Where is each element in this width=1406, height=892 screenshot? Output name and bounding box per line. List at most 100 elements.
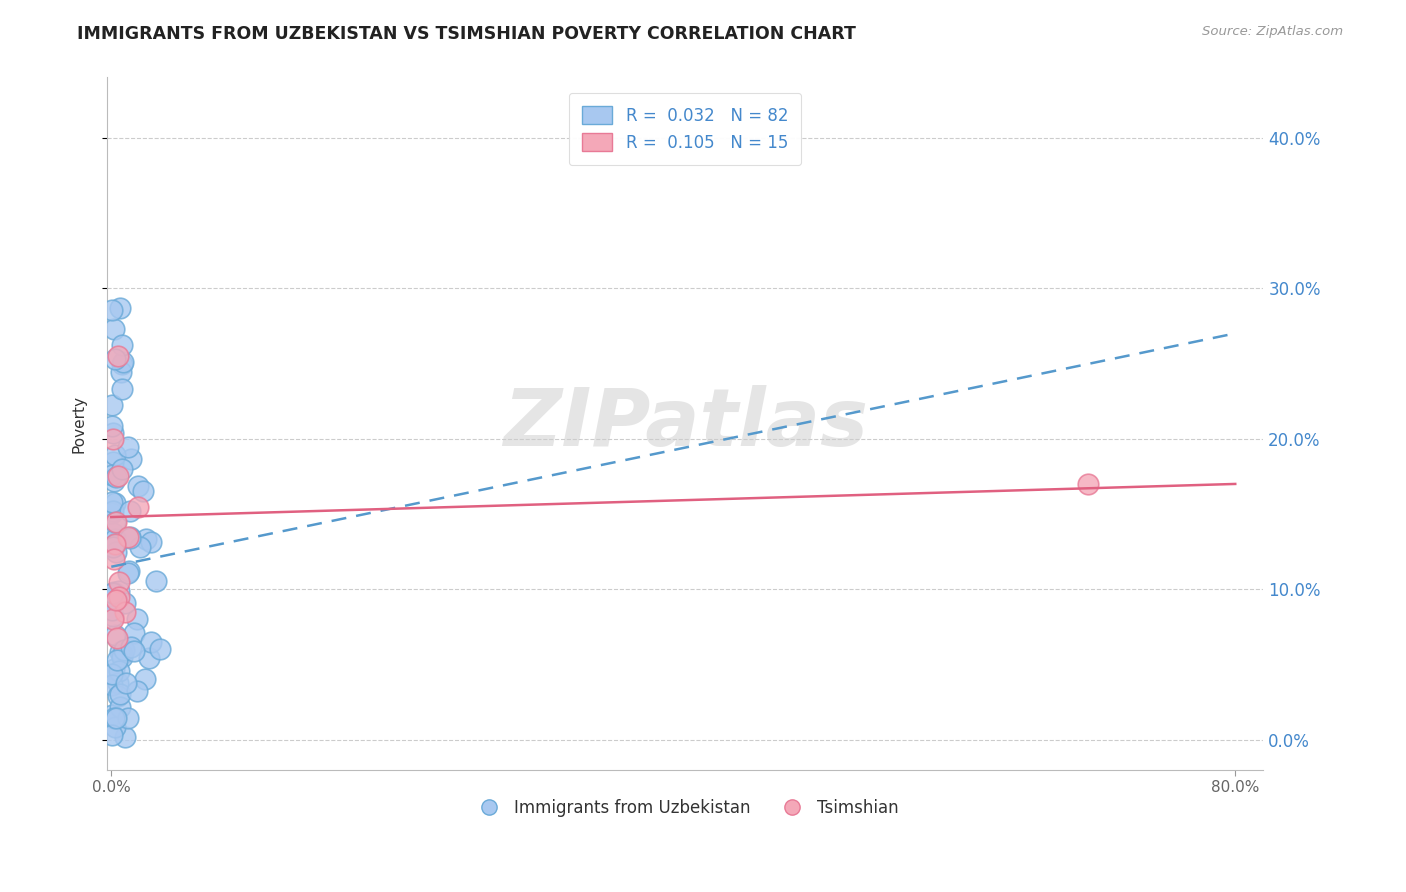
Point (149, 642, 172, 657)
Point (118, 532, 141, 546)
Point (103, 321, 125, 335)
Point (117, 564, 139, 578)
Point (103, 552, 125, 566)
Point (104, 448, 127, 462)
Point (120, 640, 142, 654)
Point (101, 419, 124, 434)
Point (108, 645, 131, 659)
Point (112, 355, 135, 369)
Point (138, 650, 160, 665)
Point (103, 539, 125, 553)
Point (103, 425, 125, 440)
Point (101, 506, 124, 520)
Point (122, 625, 145, 640)
Point (127, 479, 149, 493)
Point (120, 504, 142, 518)
Point (101, 468, 124, 483)
Point (103, 474, 125, 488)
Point (108, 583, 131, 598)
Point (108, 664, 131, 678)
Point (101, 728, 124, 742)
Point (129, 540, 152, 554)
Point (108, 699, 131, 714)
Point (101, 303, 124, 318)
Text: ZIPatlas: ZIPatlas (503, 384, 868, 463)
Y-axis label: Poverty: Poverty (72, 395, 86, 453)
Point (117, 566, 139, 581)
Point (104, 515, 127, 529)
Point (120, 452, 142, 467)
Point (1077, 477, 1099, 491)
Point (107, 349, 129, 363)
Point (101, 602, 124, 616)
Point (108, 688, 131, 702)
Point (110, 357, 132, 371)
Point (105, 587, 128, 601)
Point (114, 605, 136, 619)
Point (101, 707, 124, 722)
Point (101, 455, 124, 469)
Point (114, 730, 136, 744)
Point (127, 500, 149, 514)
Point (117, 440, 139, 454)
Point (108, 301, 131, 316)
Point (103, 711, 125, 725)
Point (103, 432, 125, 446)
Point (125, 684, 148, 698)
Point (107, 533, 129, 548)
Point (111, 649, 134, 664)
Point (110, 365, 132, 379)
Point (107, 675, 129, 690)
Point (122, 644, 145, 658)
Point (104, 532, 127, 546)
Point (101, 612, 124, 626)
Point (104, 628, 127, 642)
Point (134, 672, 156, 686)
Point (107, 469, 129, 483)
Point (139, 635, 162, 649)
Point (135, 532, 157, 546)
Point (117, 530, 139, 544)
Point (104, 515, 127, 529)
Point (103, 526, 125, 541)
Point (105, 545, 128, 559)
Text: Source: ZipAtlas.com: Source: ZipAtlas.com (1202, 25, 1343, 38)
Point (111, 462, 134, 476)
Point (118, 530, 141, 544)
Point (103, 504, 125, 518)
Legend: Immigrants from Uzbekistan, Tsimshian: Immigrants from Uzbekistan, Tsimshian (465, 793, 905, 824)
Point (103, 538, 125, 552)
Point (104, 720, 127, 734)
Point (105, 652, 128, 666)
Point (104, 591, 127, 606)
Point (107, 689, 129, 703)
Point (101, 397, 124, 411)
Point (105, 592, 128, 607)
Point (101, 609, 124, 624)
Point (125, 612, 148, 626)
Point (101, 667, 124, 681)
Point (101, 540, 124, 554)
Point (111, 382, 134, 396)
Point (105, 631, 128, 645)
Point (112, 643, 135, 657)
Point (104, 537, 127, 551)
Point (103, 585, 125, 599)
Point (117, 711, 139, 725)
Point (107, 574, 129, 589)
Point (101, 495, 124, 509)
Point (104, 496, 127, 510)
Point (139, 534, 162, 549)
Point (104, 351, 127, 366)
Point (108, 590, 131, 604)
Point (104, 470, 127, 484)
Point (101, 585, 124, 599)
Point (145, 574, 167, 588)
Point (101, 678, 124, 692)
Point (105, 711, 128, 725)
Text: IMMIGRANTS FROM UZBEKISTAN VS TSIMSHIAN POVERTY CORRELATION CHART: IMMIGRANTS FROM UZBEKISTAN VS TSIMSHIAN … (77, 25, 856, 43)
Point (110, 647, 132, 661)
Point (115, 675, 138, 690)
Point (114, 596, 136, 610)
Point (132, 483, 155, 498)
